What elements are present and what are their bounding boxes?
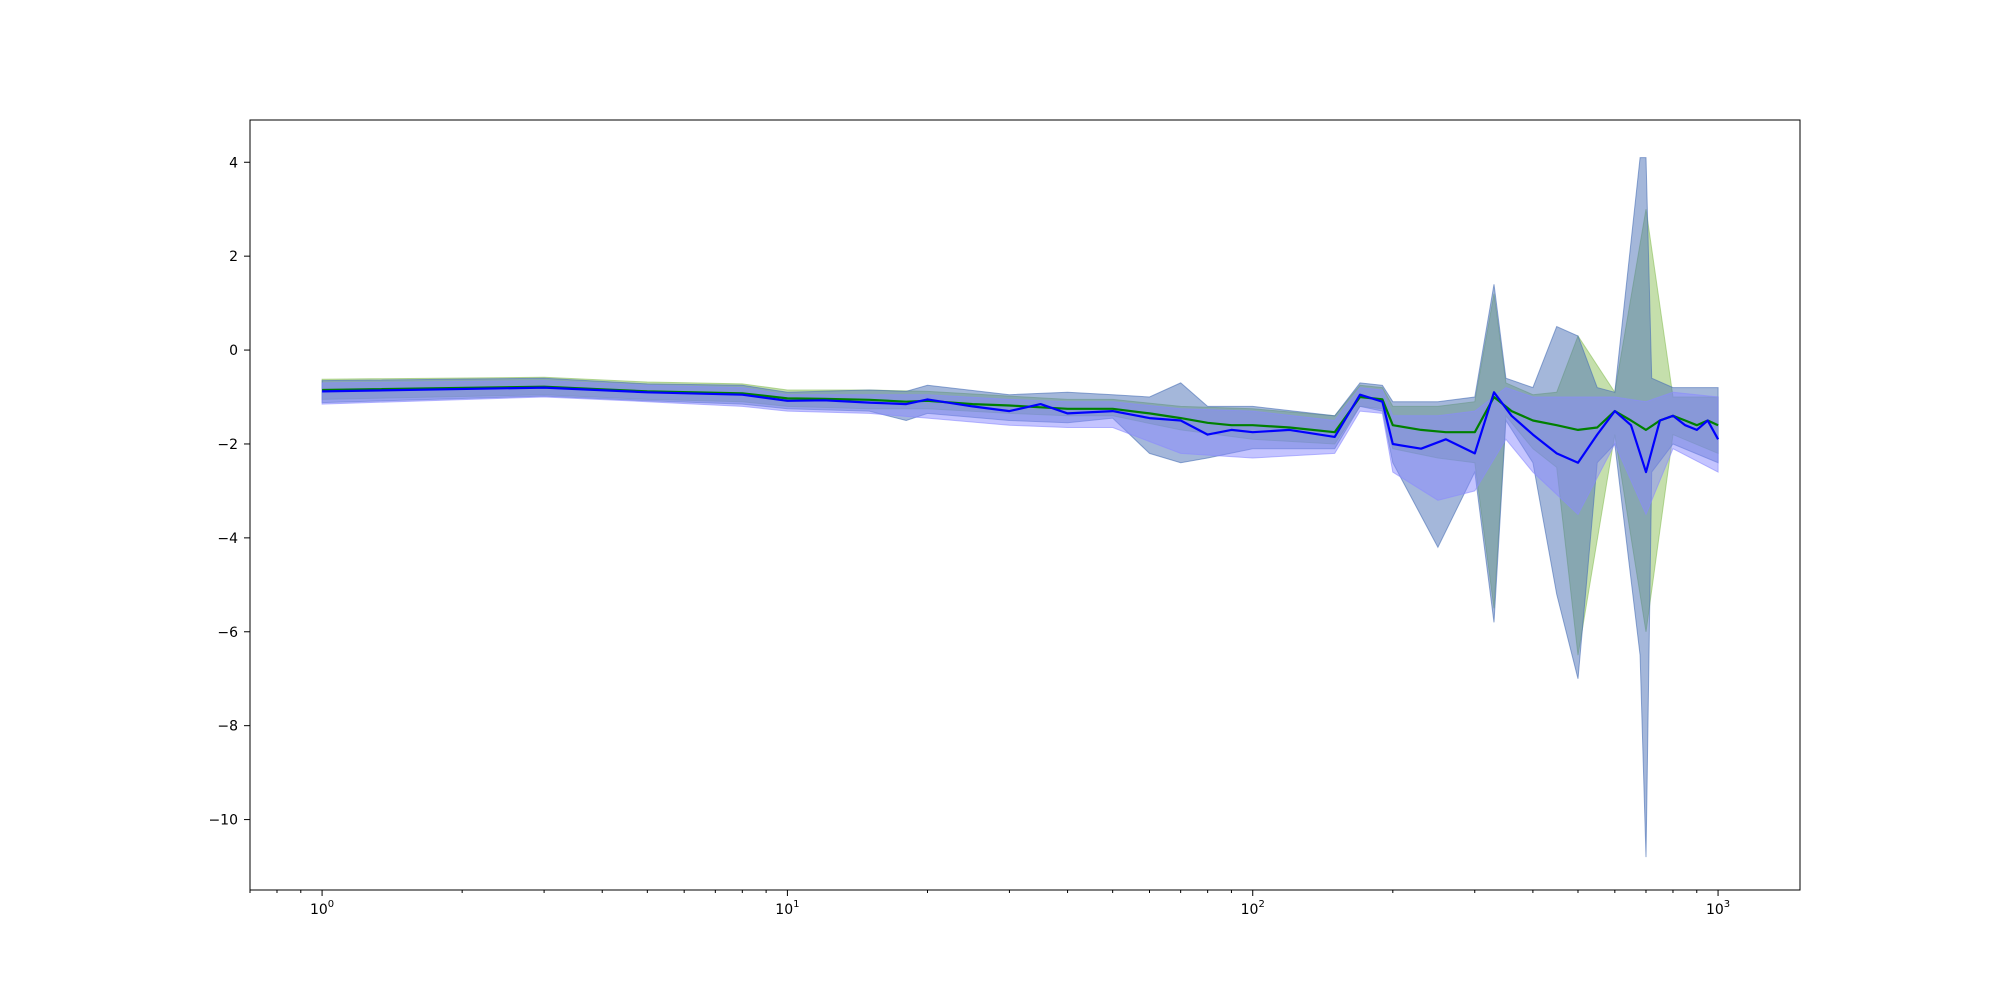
x-tick-label-0: 100 bbox=[310, 899, 334, 918]
band-2 bbox=[321, 380, 1719, 516]
y-tick-label-1: 2 bbox=[229, 249, 238, 265]
y-tick-label-4: −4 bbox=[217, 531, 238, 547]
y-tick-label-7: −10 bbox=[208, 813, 238, 829]
y-axis: 4 2 0 −2 −4 −6 −8 −10 bbox=[208, 155, 250, 829]
plot-frame bbox=[249, 119, 1801, 891]
x-tick-label-2: 102 bbox=[1241, 899, 1265, 918]
y-tick-label-3: −2 bbox=[217, 437, 238, 453]
x-tick-label-3: 103 bbox=[1706, 899, 1730, 918]
series-lines bbox=[322, 385, 1720, 474]
x-tick-label-1: 101 bbox=[775, 899, 799, 918]
y-tick-label-5: −6 bbox=[217, 625, 238, 641]
series-line-1 bbox=[322, 386, 1720, 474]
y-tick-label-6: −8 bbox=[217, 719, 238, 735]
y-tick-label-0: 4 bbox=[229, 155, 238, 171]
x-axis: 100 101 102 103 bbox=[249, 890, 1730, 918]
y-tick-label-2: 0 bbox=[229, 343, 238, 359]
